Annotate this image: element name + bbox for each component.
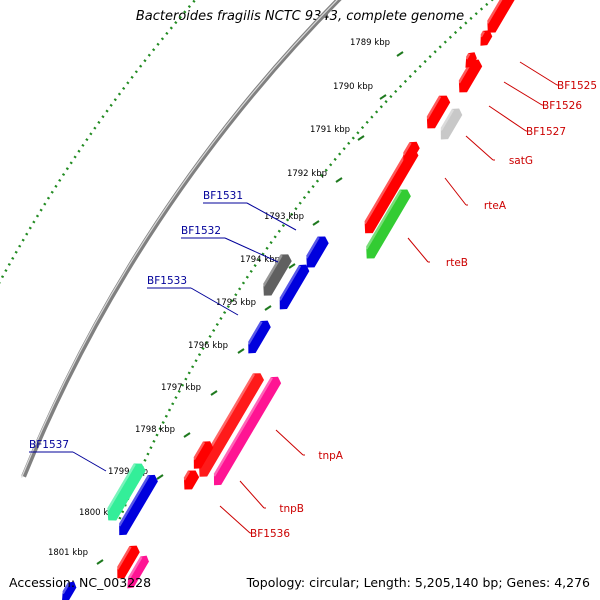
gene-fragment-arrow — [465, 52, 477, 68]
gene-tnpb-arrow — [212, 376, 282, 486]
gene-label-bf1526: BF1526 — [542, 100, 582, 112]
gene-bf1533-arrow — [278, 264, 310, 310]
kbp-tick-label: 1800 kbp — [79, 508, 119, 518]
accession-text: Accession: NC_003228 — [9, 575, 152, 590]
gene-bf1537-arrow — [106, 463, 146, 521]
kbp-tick-mark — [156, 474, 164, 480]
leader-line — [488, 105, 527, 132]
kbp-tick-mark — [264, 305, 272, 311]
gene-tnpa-arrow — [198, 373, 265, 477]
kbp-tick-mark — [335, 177, 343, 183]
kbp-tick-mark — [312, 220, 320, 226]
gene-fragment-arrow — [247, 320, 271, 354]
kbp-tick-mark — [379, 94, 387, 100]
kbp-tick-label: 1791 kbp — [310, 125, 350, 135]
outer-tick-track — [0, 0, 197, 285]
gene-label-tnpa: tnpA — [318, 450, 343, 462]
leader-line — [519, 61, 558, 86]
kbp-tick-label: 1790 kbp — [333, 82, 373, 92]
gene-fragment-arrow — [61, 581, 77, 600]
gene-label-bf1531: BF1531 — [203, 190, 243, 202]
gene-fragment-arrow — [118, 474, 158, 536]
gene-label-rteb: rteB — [446, 257, 468, 269]
gene-label-bf1537: BF1537 — [29, 439, 69, 451]
gene-fragment-arrow — [116, 545, 140, 579]
kbp-tick-label: 1797 kbp — [161, 383, 201, 393]
gene-bf1525-arrow — [486, 0, 516, 33]
gene-label-bf1527: BF1527 — [526, 126, 566, 138]
kbp-tick-label: 1799 kbp — [108, 467, 148, 477]
kbp-tick-mark — [237, 348, 245, 354]
gene-fragment-arrow — [479, 30, 493, 46]
gene-bf1532-arrow — [262, 254, 292, 296]
gene-label-rtea: rteA — [484, 200, 507, 212]
inner-tick-track — [117, 0, 494, 521]
kbp-tick-label: 1789 kbp — [350, 38, 390, 48]
kbp-tick-mark — [210, 390, 218, 396]
leader-line — [407, 237, 429, 263]
leader-line — [239, 480, 265, 509]
backbone-highlight — [21, 0, 339, 478]
kbp-tick-label: 1798 kbp — [135, 425, 175, 435]
kbp-tick-label: 1792 kbp — [287, 169, 327, 179]
leader-line — [444, 177, 467, 206]
leader-line — [503, 81, 543, 106]
gene-rtea-arrow — [363, 148, 419, 234]
gene-bf1527-arrow — [425, 95, 451, 129]
gene-label-satg: satG — [509, 155, 533, 167]
kbp-tick-label: 1793 kbp — [264, 212, 304, 222]
gene-bf1536-arrow — [182, 470, 200, 490]
kbp-tick-label: 1796 kbp — [188, 341, 228, 351]
leader-line — [275, 429, 304, 456]
gene-fragment-arrow — [402, 141, 420, 165]
gene-label-bf1533: BF1533 — [147, 275, 187, 287]
leader-line — [190, 287, 239, 316]
kbp-tick-mark — [396, 51, 404, 57]
gene-label-bf1532: BF1532 — [181, 225, 221, 237]
gene-fragment-arrow — [127, 555, 149, 589]
gene-label-bf1525: BF1525 — [557, 80, 597, 92]
genome-stats: Topology: circular; Length: 5,205,140 bp… — [246, 575, 590, 590]
kbp-tick-label: 1801 kbp — [48, 548, 88, 558]
leader-line — [224, 237, 279, 263]
genome-title: Bacteroides fragilis NCTC 9343, complete… — [0, 9, 600, 24]
kbp-tick-label: 1795 kbp — [216, 298, 256, 308]
leader-line — [219, 505, 251, 534]
gene-fragment-arrow — [192, 441, 214, 469]
gene-bf1531-arrow — [305, 236, 329, 268]
gene-satg-arrow — [439, 108, 463, 140]
kbp-tick-mark — [183, 432, 191, 438]
kbp-tick-label: 1794 kbp — [240, 255, 280, 265]
kbp-tick-mark — [357, 135, 365, 141]
gene-label-tnpb: tnpB — [279, 503, 304, 515]
gene-rteb-arrow — [365, 189, 411, 259]
leader-line — [465, 135, 494, 161]
kbp-tick-mark — [96, 559, 104, 565]
leader-line — [246, 202, 297, 231]
backbone-ring — [21, 0, 342, 478]
leader-line — [72, 451, 107, 472]
gene-label-bf1536: BF1536 — [250, 528, 290, 540]
kbp-tick-mark — [288, 263, 296, 269]
